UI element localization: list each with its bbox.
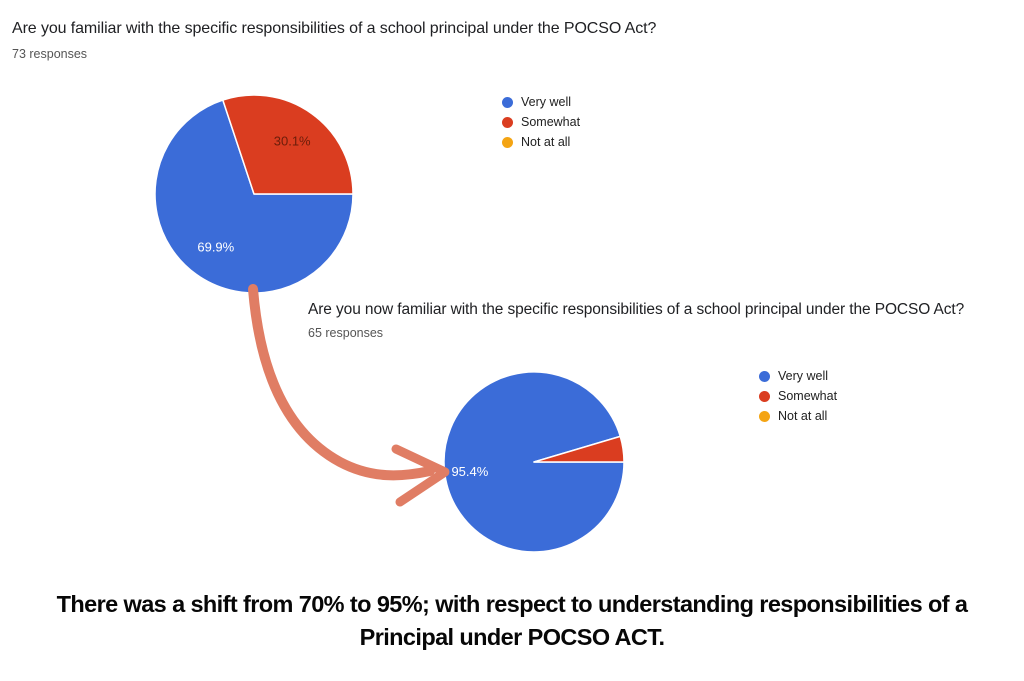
legend-dot-not-at-all-icon [759,410,770,422]
legend-dot-somewhat-icon [502,116,513,128]
legend-label-very-well: Very well [521,95,572,109]
legend-dot-very-well-icon [759,370,770,382]
legend-item-very-well: Very well [502,92,580,112]
legend-dot-not-at-all-icon [502,136,513,148]
arrow-head-icon [391,444,450,507]
legend-label-very-well: Very well [778,369,829,383]
chart-1-response-count: 73 responses [12,47,88,61]
svg-text:95.4%: 95.4% [451,464,488,479]
chart-2-response-count: 65 responses [308,326,384,340]
svg-text:30.1%: 30.1% [274,134,311,149]
legend-label-somewhat: Somewhat [521,115,581,129]
legend-dot-somewhat-icon [759,390,770,402]
legend-item-somewhat: Somewhat [759,386,837,406]
chart-2-title: Are you now familiar with the specific r… [308,301,965,318]
legend-item-somewhat: Somewhat [502,112,580,132]
pie-chart-after: 95.4% [443,371,625,553]
legend-dot-very-well-icon [502,96,513,108]
svg-text:69.9%: 69.9% [197,240,234,255]
chart-2-legend: Very well Somewhat Not at all [759,366,837,426]
pie-chart-before: 69.9% 30.1% [154,94,354,294]
legend-label-not-at-all: Not at all [778,409,828,423]
summary-caption-line-1: There was a shift from 70% to 95%; with … [56,591,968,617]
chart-1-title: Are you familiar with the specific respo… [12,20,657,37]
legend-item-very-well: Very well [759,366,837,386]
summary-caption: There was a shift from 70% to 95%; with … [0,588,1024,654]
legend-label-somewhat: Somewhat [778,389,838,403]
legend-item-not-at-all: Not at all [759,406,837,426]
legend-item-not-at-all: Not at all [502,132,580,152]
chart-1-legend: Very well Somewhat Not at all [502,92,580,152]
summary-caption-line-2: Principal under POCSO ACT. [359,624,665,650]
legend-label-not-at-all: Not at all [521,135,571,149]
